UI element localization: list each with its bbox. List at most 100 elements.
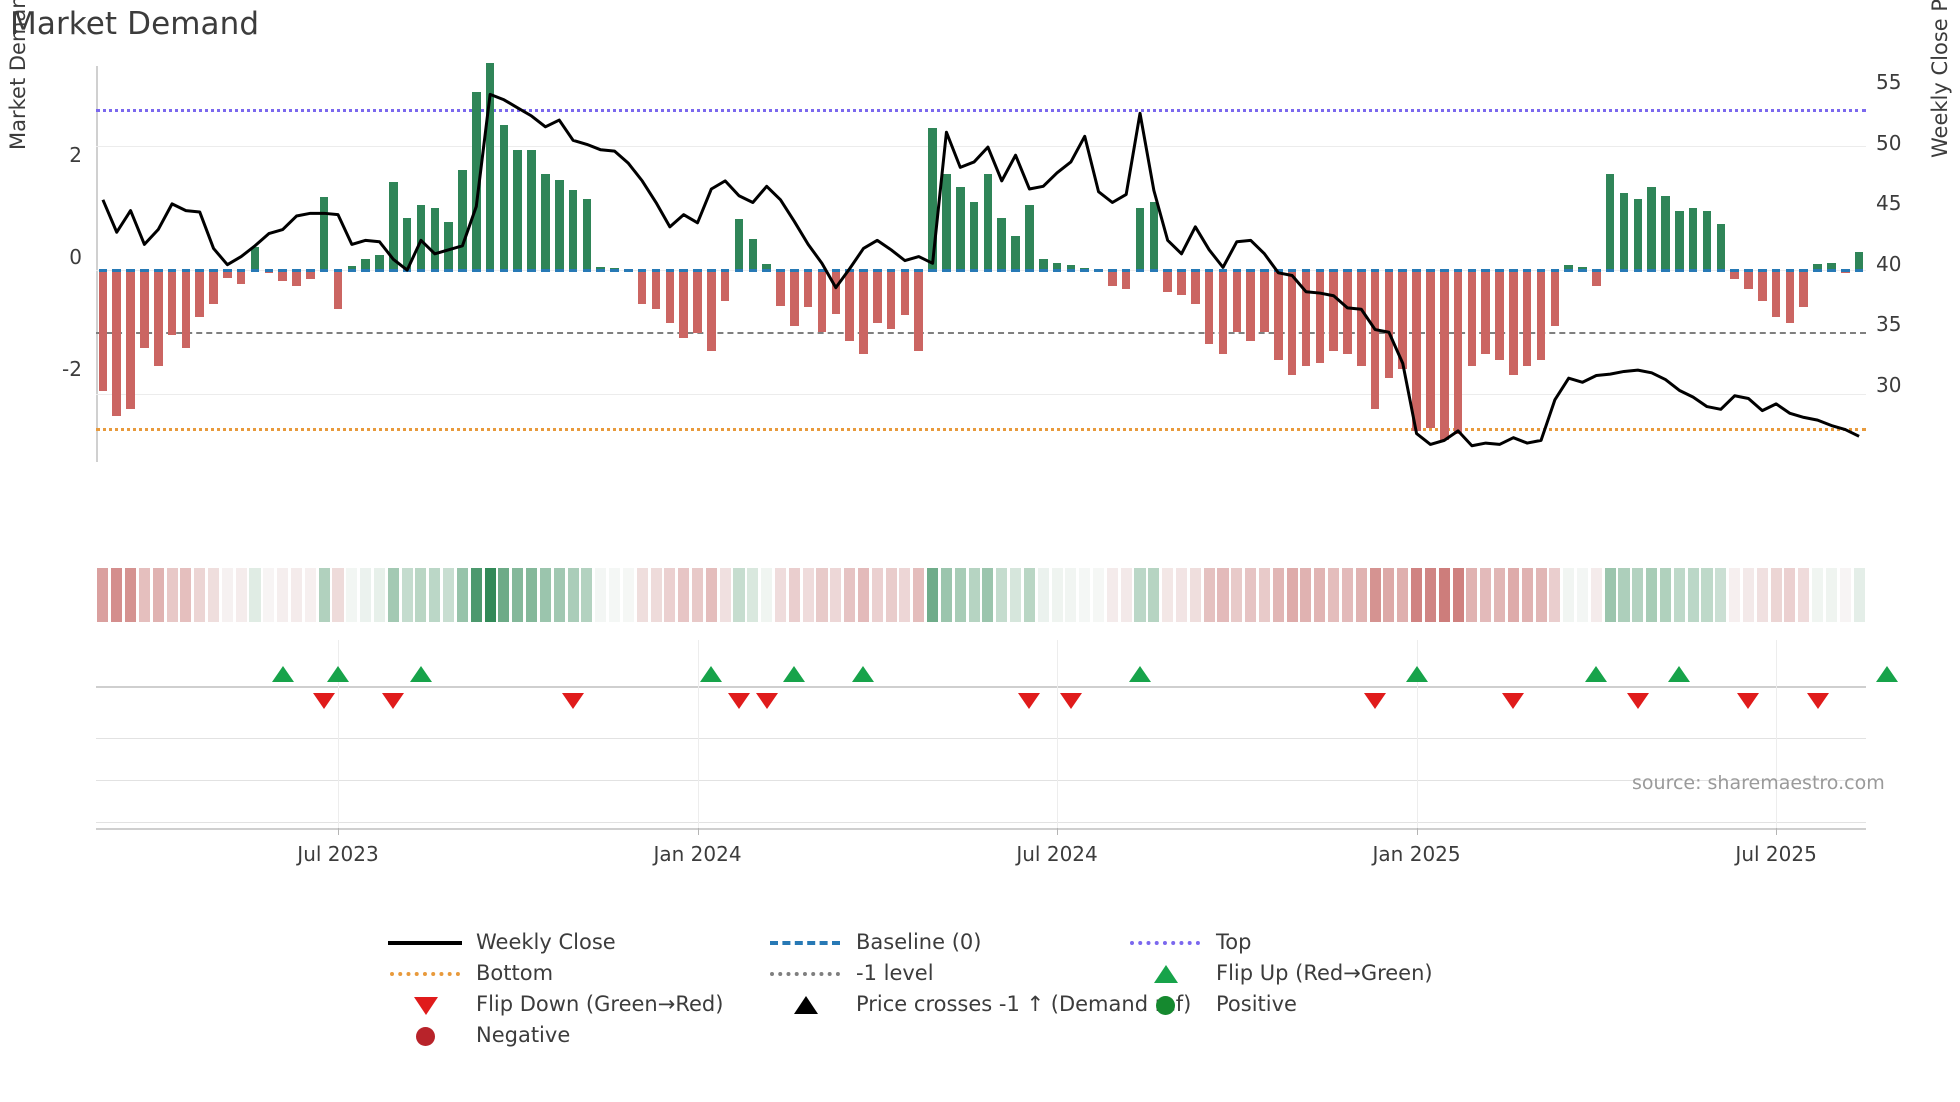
heatmap-cell: [1134, 568, 1146, 622]
flip-down-marker: [562, 693, 585, 709]
heatmap-cell: [346, 568, 358, 622]
demand-bar: [319, 197, 329, 271]
demand-bar: [1011, 236, 1020, 271]
baseline-segment: [1813, 268, 1822, 272]
demand-bar: [250, 246, 260, 271]
heatmap-cell: [194, 568, 206, 622]
legend-item[interactable]: Weekly Close: [388, 928, 616, 956]
baseline-segment: [1094, 268, 1103, 272]
flip-up-marker: [1875, 666, 1898, 682]
baseline-segment: [1412, 268, 1421, 272]
demand-bar: [1121, 270, 1131, 289]
legend-item[interactable]: Positive: [1128, 990, 1297, 1018]
demand-bar: [1467, 270, 1477, 367]
demand-bar: [762, 264, 771, 271]
heatmap-cell: [581, 568, 593, 622]
heatmap-cell: [1079, 568, 1091, 622]
legend-item[interactable]: Negative: [388, 1021, 570, 1049]
baseline-segment: [1080, 268, 1089, 272]
baseline-segment: [928, 268, 937, 272]
baseline-segment: [859, 268, 868, 272]
baseline-segment: [1218, 268, 1228, 272]
baseline-segment: [1647, 268, 1656, 272]
demand-bar: [1052, 262, 1062, 271]
page-title: Market Demand: [10, 6, 260, 42]
demand-bar: [389, 182, 398, 271]
flips-vertical-gridline-2: [1057, 640, 1059, 830]
heatmap-cell: [387, 568, 399, 622]
baseline-segment: [817, 268, 827, 272]
heatmap-cell: [1162, 568, 1174, 622]
demand-bar: [1481, 270, 1490, 354]
heatmap-cell: [940, 568, 952, 622]
baseline-segment: [264, 268, 274, 272]
heatmap-cell: [1563, 568, 1575, 622]
legend-item[interactable]: Top: [1128, 928, 1251, 956]
heatmap-cell: [816, 568, 828, 622]
heatmap-cell: [1189, 568, 1201, 622]
demand-bar: [1218, 270, 1228, 354]
baseline-segment: [1522, 268, 1532, 272]
heatmap-cell: [567, 568, 579, 622]
demand-bar: [1149, 202, 1159, 271]
baseline-segment: [499, 268, 509, 272]
x-tick-label-0: Jul 2023: [297, 842, 379, 866]
legend-item[interactable]: Bottom: [388, 959, 553, 987]
legend-item[interactable]: -1 level: [768, 959, 934, 987]
legend-key: [388, 931, 462, 953]
heatmap-cell: [1618, 568, 1630, 622]
demand-bar: [1578, 267, 1587, 271]
demand-bar: [1730, 270, 1739, 280]
demand-bar: [776, 270, 785, 307]
top-line-icon: [1130, 941, 1200, 945]
baseline-segment: [430, 268, 440, 272]
legend-label: -1 level: [856, 961, 934, 985]
flips-vertical-gridline-3: [1416, 640, 1418, 830]
baseline-segment: [1260, 268, 1269, 272]
demand-bar: [1702, 211, 1712, 271]
legend-label: Negative: [476, 1023, 571, 1047]
demand-bar: [458, 169, 467, 271]
demand-bar: [1301, 270, 1311, 367]
legend-item[interactable]: Price crosses -1 ↑ (Demand ref): [768, 990, 1191, 1018]
legend-item[interactable]: Baseline (0): [768, 928, 981, 956]
baseline-segment: [1785, 268, 1795, 272]
demand-bar: [140, 270, 149, 348]
baseline-segment: [1578, 268, 1587, 272]
heatmap-cell: [1784, 568, 1796, 622]
demand-bar: [1343, 270, 1352, 354]
baseline-segment: [1550, 268, 1560, 272]
demand-bar: [1426, 270, 1435, 428]
legend-item[interactable]: Flip Up (Red→Green): [1128, 959, 1433, 987]
baseline-segment: [914, 268, 924, 272]
baseline-segment: [1840, 268, 1850, 272]
baseline-segment: [195, 268, 204, 272]
flip-markers-panel: [96, 640, 1898, 830]
heatmap-cell: [484, 568, 496, 622]
gridline-2: [96, 393, 1866, 395]
baseline-segment: [637, 268, 647, 272]
flip-up-marker: [1668, 666, 1691, 682]
demand-bar: [707, 270, 716, 351]
demand-bar: [181, 270, 191, 348]
demand-bar: [1260, 270, 1269, 333]
demand-bar: [1287, 270, 1297, 376]
heatmap-cell: [747, 568, 759, 622]
y-tick-right-2: 45: [1876, 191, 1902, 215]
demand-bar: [720, 270, 730, 302]
flips-gridline-0: [96, 738, 1866, 739]
demand-bar: [541, 174, 550, 271]
baseline-segment: [361, 268, 370, 272]
flip-up-marker: [271, 666, 294, 682]
heatmap-cell: [1355, 568, 1367, 622]
legend-label: Bottom: [476, 961, 554, 985]
demand-bar: [347, 265, 357, 271]
legend-item[interactable]: Flip Down (Green→Red): [388, 990, 723, 1018]
demand-bar: [1564, 265, 1573, 271]
demand-bar: [1771, 270, 1781, 317]
baseline-segment: [1744, 268, 1753, 272]
demand-bar: [1592, 270, 1601, 286]
heatmap-cell: [1521, 568, 1533, 622]
heatmap-cell: [138, 568, 150, 622]
flip-up-marker: [326, 666, 349, 682]
